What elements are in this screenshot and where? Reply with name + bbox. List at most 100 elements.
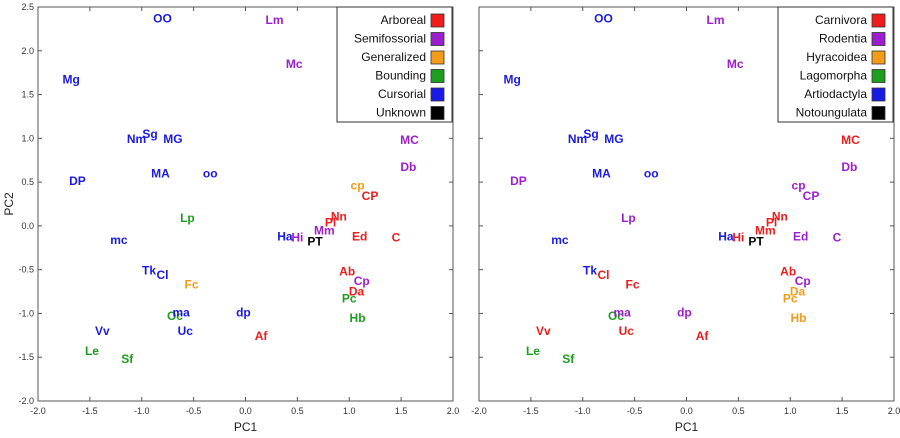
point-label-MA: MA <box>592 166 611 180</box>
legend-swatch <box>871 106 886 120</box>
point-label-dp: dp <box>236 306 251 320</box>
point-label-Cl: Cl <box>598 268 610 282</box>
point-label-MA: MA <box>151 166 170 180</box>
legend-label: Bounding <box>375 69 426 83</box>
point-label-Ha: Ha <box>277 229 293 243</box>
y-tick-label: 1.5 <box>21 90 34 100</box>
point-label-Af: Af <box>255 329 269 343</box>
point-label-Uc: Uc <box>178 324 194 338</box>
point-label-Mm: Mm <box>755 223 776 237</box>
point-label-cp: cp <box>792 179 806 193</box>
point-label-PT: PT <box>748 235 764 249</box>
point-label-Vv: Vv <box>536 324 551 338</box>
y-tick-label: 1.0 <box>21 133 34 143</box>
point-label-Fc: Fc <box>185 278 199 292</box>
x-tick-label: -0.5 <box>186 406 202 416</box>
point-label-Mg: Mg <box>504 73 521 87</box>
point-label-Af: Af <box>696 329 710 343</box>
point-label-Sg: Sg <box>142 127 157 141</box>
point-label-Lm: Lm <box>707 13 725 27</box>
legend-swatch <box>871 87 886 102</box>
point-label-Cl: Cl <box>157 268 169 282</box>
point-label-mc: mc <box>551 233 569 247</box>
point-label-Pc: Pc <box>342 292 357 306</box>
x-tick-label: -2.0 <box>471 406 487 416</box>
chart-panel-left: -2.0 -1.5 -1.0 -0.5 0.0 0.5 1.0 1.5 2.0 -2.0 -1.5 -… <box>2 2 459 434</box>
point-label-Sf: Sf <box>562 352 575 366</box>
x-tick-label: 0.0 <box>680 406 693 416</box>
point-label-Vv: Vv <box>95 324 110 338</box>
point-label-Nn: Nn <box>772 209 788 223</box>
point-label-Cp: Cp <box>354 274 370 288</box>
x-tick-label: 0.5 <box>291 406 304 416</box>
point-label-Lp: Lp <box>180 211 195 225</box>
x-tick-label: -2.0 <box>30 406 46 416</box>
point-label-OO: OO <box>594 11 613 25</box>
point-label-CP: CP <box>362 189 379 203</box>
point-label-Le: Le <box>526 344 540 358</box>
point-label-Mc: Mc <box>727 57 744 71</box>
point-label-Da: Da <box>349 285 365 299</box>
point-label-Fc: Fc <box>626 278 640 292</box>
legend: Arboreal Semifossorial Generalized Bounding… <box>336 6 453 123</box>
legend-label: Cursorial <box>378 87 426 101</box>
point-label-Sf: Sf <box>121 352 134 366</box>
chart-panel-right: -2.0 -1.5 -1.0 -0.5 0.0 0.5 1.0 1.5 2.0 PC1 OO Lm Mc… <box>471 6 900 434</box>
legend-swatch <box>871 50 886 65</box>
legend-swatch <box>430 13 445 28</box>
point-label-MC: MC <box>400 133 419 147</box>
point-label-Mc: Mc <box>286 57 303 71</box>
legend-label: Hyracoidea <box>806 50 867 64</box>
x-tick-label: -1.0 <box>134 406 150 416</box>
point-label-C: C <box>833 230 842 244</box>
legend-swatch <box>871 13 886 28</box>
x-tick-label: -0.5 <box>627 406 643 416</box>
point-label-Nn: Nn <box>331 209 347 223</box>
point-label-DP: DP <box>510 174 527 188</box>
x-tick-label: -1.5 <box>523 406 539 416</box>
point-label-MC: MC <box>841 133 860 147</box>
point-label-Hb: Hb <box>791 311 807 325</box>
point-label-Ha: Ha <box>718 229 734 243</box>
point-label-DP: DP <box>69 174 86 188</box>
legend-swatch <box>430 32 445 46</box>
point-label-OO: OO <box>153 11 172 25</box>
legend-label: Generalized <box>361 50 426 64</box>
point-label-mc: mc <box>110 233 128 247</box>
point-label-Mm: Mm <box>314 223 335 237</box>
point-label-Cp: Cp <box>795 274 811 288</box>
point-label-MG: MG <box>604 132 623 146</box>
point-label-Lp: Lp <box>621 211 636 225</box>
x-tick-label: -1.5 <box>82 406 98 416</box>
point-label-Lm: Lm <box>266 13 284 27</box>
point-label-PT: PT <box>307 235 323 249</box>
point-label-ma: ma <box>614 306 632 320</box>
point-label-MG: MG <box>163 132 182 146</box>
point-label-Oc: Oc <box>608 309 624 323</box>
legend-swatch <box>871 32 886 46</box>
legend-label: Lagomorpha <box>800 69 868 83</box>
legend-label: Semifossorial <box>354 32 426 46</box>
y-tick-label: 0.0 <box>21 221 34 231</box>
legend-label: Artiodactyla <box>804 87 867 101</box>
point-label-ma: ma <box>173 306 191 320</box>
legend-swatch <box>871 69 886 83</box>
point-label-Db: Db <box>841 160 857 174</box>
point-label-oo: oo <box>203 166 218 180</box>
point-label-Da: Da <box>790 285 806 299</box>
point-label-Ed: Ed <box>352 229 367 243</box>
point-label-Pc: Pc <box>783 292 798 306</box>
point-label-Hi: Hi <box>732 230 744 244</box>
legend-swatch <box>430 69 445 83</box>
y-tick-label: 2.5 <box>21 2 34 12</box>
point-label-Pl: Pl <box>766 215 777 229</box>
y-tick-label: 2.0 <box>21 46 34 56</box>
point-label-Nm: Nm <box>127 132 146 146</box>
point-label-Ab: Ab <box>339 264 355 278</box>
point-label-dp: dp <box>677 306 692 320</box>
point-label-C: C <box>392 230 401 244</box>
point-label-Tk: Tk <box>583 264 597 278</box>
point-label-oo: oo <box>644 166 659 180</box>
legend-swatch <box>430 50 445 65</box>
